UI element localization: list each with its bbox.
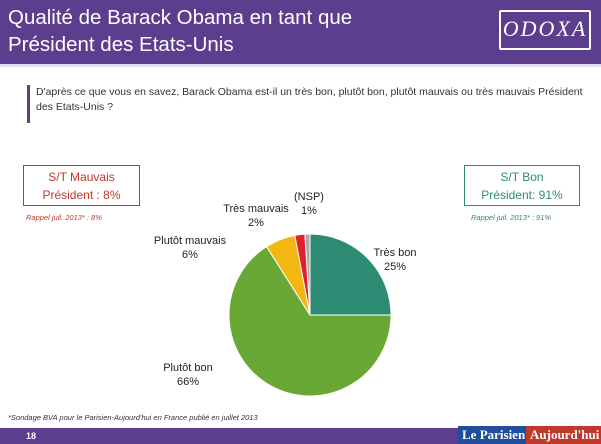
slice-value-3: 2% bbox=[248, 217, 264, 229]
pie-slice-4 bbox=[304, 233, 311, 316]
slide-title: Qualité de Barack Obama en tant que Prés… bbox=[8, 4, 478, 58]
slice-label-2: Plutôt mauvais bbox=[154, 235, 227, 247]
aujourdhui-logo: Aujourd'hui bbox=[526, 426, 601, 444]
header-bar: Qualité de Barack Obama en tant que Prés… bbox=[0, 0, 601, 64]
summary-bad-box: S/T Mauvais Président : 8% bbox=[23, 165, 140, 206]
slice-label-4: (NSP) bbox=[294, 191, 324, 203]
summary-bad-title: S/T Mauvais bbox=[48, 170, 115, 184]
source-footnote: *Sondage BVA pour le Parisien-Aujourd'hu… bbox=[8, 413, 258, 422]
title-line-2: Président des Etats-Unis bbox=[8, 33, 234, 56]
summary-good-title: S/T Bon bbox=[500, 170, 544, 184]
slice-value-1: 66% bbox=[177, 376, 199, 388]
footer-bar bbox=[0, 428, 601, 444]
odoxa-logo: ODOXA bbox=[499, 10, 591, 50]
summary-bad-recall: Rappel juil. 2013* : 8% bbox=[26, 213, 102, 222]
summary-good-recall: Rappel juil. 2013* : 91% bbox=[471, 213, 552, 222]
summary-good-box: S/T Bon Président: 91% bbox=[464, 165, 580, 206]
summary-bad-value: Président : 8% bbox=[42, 188, 121, 202]
summary-good-value: Président: 91% bbox=[481, 188, 563, 202]
slice-value-4: 1% bbox=[301, 205, 317, 217]
pie-slice-1 bbox=[228, 245, 392, 397]
title-line-1: Qualité de Barack Obama en tant que bbox=[8, 6, 353, 29]
page-number: 18 bbox=[26, 431, 37, 441]
slice-label-0: Très bon bbox=[373, 247, 416, 259]
slice-label-3: Très mauvais bbox=[223, 203, 289, 215]
slice-value-0: 25% bbox=[384, 261, 406, 273]
le-parisien-logo: Le Parisien bbox=[458, 426, 530, 444]
header-divider bbox=[0, 64, 601, 67]
slice-value-2: 6% bbox=[182, 249, 198, 261]
slice-label-1: Plutôt bon bbox=[163, 362, 213, 374]
pie-slice-0 bbox=[309, 233, 392, 316]
survey-question: D'après ce que vous en savez, Barack Oba… bbox=[27, 85, 592, 123]
